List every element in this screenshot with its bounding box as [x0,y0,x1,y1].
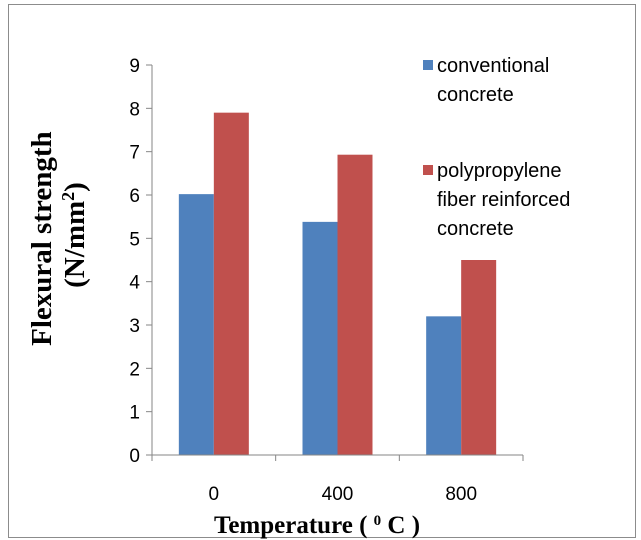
legend: conventional concrete polypropylene fiber r… [423,55,570,240]
y-tick-label: 3 [129,316,140,337]
y-axis-title-line2: (N/mm2) [58,182,91,288]
y-tick-label: 2 [129,359,140,380]
flexural-strength-bar-chart: 0 1 2 3 4 5 6 7 8 9 0 400 800 conventional concrete p… [26,55,570,539]
y-tick-label: 1 [129,403,140,424]
legend-label: polypropylene [437,160,562,182]
x-tick-label: 800 [445,484,477,505]
y-tick-label: 9 [129,56,140,77]
y-tick-label: 5 [129,229,140,250]
chart-frame: 0 1 2 3 4 5 6 7 8 9 0 400 800 conventional concrete p… [8,4,636,539]
bar [213,112,249,456]
legend-label: concrete [437,218,514,240]
x-tick-label: 400 [322,484,354,505]
x-axis-title-superscript: 0 [374,513,382,529]
bar [178,194,214,455]
y-tick-label: 7 [129,143,140,164]
y-tick-label: 6 [129,186,140,207]
bar [337,154,373,455]
bar [461,260,497,455]
bars [178,112,497,456]
bar [426,316,462,455]
y-axis-title: Flexural strength (N/mm2) [26,124,91,346]
legend-swatch [423,60,433,70]
x-axis-ticks: 0 400 800 [151,455,524,505]
y-tick-label: 0 [129,446,140,467]
axes [151,65,523,456]
legend-swatch [423,165,433,175]
y-axis-ticks: 0 1 2 3 4 5 6 7 8 9 [129,56,152,467]
y-tick-label: 4 [129,273,140,294]
x-axis-title: Temperature ( 0 C ) [214,512,420,539]
y-axis-title-superscript: 2 [58,192,78,201]
legend-label: concrete [437,84,514,106]
y-axis-title-line1: Flexural strength [26,131,58,346]
legend-label: conventional [437,55,549,77]
bar [302,221,338,455]
y-tick-label: 8 [129,99,140,120]
x-tick-label: 0 [209,484,220,505]
legend-label: fiber reinforced [437,189,570,211]
